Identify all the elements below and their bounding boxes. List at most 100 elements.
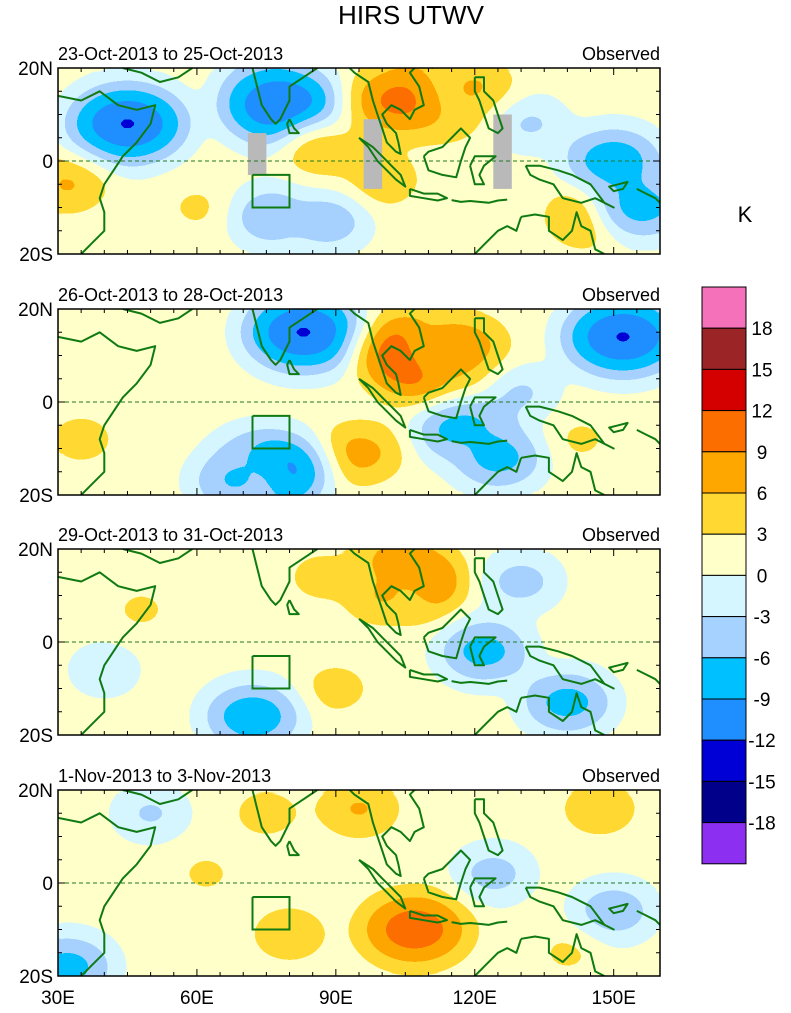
coastline [608,180,629,193]
coastlines [58,68,660,254]
coastline [58,90,157,254]
longitude-label: 150E [592,988,636,1009]
coastline [358,377,407,429]
map-panel: 29-Oct-2013 to 31-Oct-2013 Observed 20N 0 20… [18,525,661,747]
coastline [224,68,318,125]
coastline [422,127,472,179]
coastline [451,439,508,445]
anomaly-field [58,549,660,735]
anomaly-core [255,805,278,821]
coastline [636,910,660,926]
coastline [122,790,193,805]
coastline [422,368,472,420]
anomaly-core [519,116,541,131]
coastline [286,359,300,376]
anomaly-core [140,806,161,821]
longitude-label: 60E [180,988,214,1009]
coastline [520,452,605,495]
anomaly-core [587,800,612,817]
coastline [520,211,605,254]
colorbar-swatch [701,657,747,700]
anomaly-core [285,320,322,345]
coastline [520,933,605,976]
anomaly-core [345,444,373,463]
coastline [422,849,472,901]
colorbar-tick-label: 6 [757,484,768,505]
coastline [224,309,318,366]
coastline [474,216,523,254]
panel-period-label: 23-Oct-2013 to 25-Oct-2013 [58,44,283,64]
colorbar-swatches [701,286,747,865]
colorbar-swatch [701,368,747,412]
latitude-label: 0 [42,633,53,654]
colorbar-tick-label: 9 [757,443,768,464]
coastlines [58,790,660,976]
colorbar-tick-label: -12 [748,731,775,752]
colorbar-swatch [701,286,747,329]
coastline [469,636,497,667]
coastline [224,549,318,606]
colorbar-tick-label: -15 [748,772,775,793]
colorbar-swatch [701,492,747,535]
anomaly-core [221,472,247,490]
coastline [469,396,497,427]
region-box [251,414,291,450]
anomaly-core [109,112,146,136]
coastline [122,68,193,83]
colorbar-swatch [701,698,747,741]
longitude-axis-labels: 30E 60E 90E 120E 150E [41,988,636,1009]
panel-period-label: 1-Nov-2013 to 3-Nov-2013 [58,766,271,786]
colorbar-tick-label: 18 [751,319,772,340]
coastline [286,599,300,616]
coastline [524,405,615,450]
anomaly-core [69,431,93,447]
colorbar-swatch [701,327,747,370]
longitude-label: 120E [453,988,497,1009]
coastline [224,790,318,847]
coastlines [58,309,660,495]
anomaly-core [510,385,532,400]
colorbar-swatch [701,616,747,659]
coastline [474,457,523,495]
colorbar-swatch [701,780,747,824]
latitude-label: 20N [18,59,53,80]
panel-observed-label: Observed [582,285,660,305]
region-box [251,655,291,690]
coastline [122,309,193,324]
anomaly-core [309,143,334,160]
anomaly-core [470,642,498,661]
anomaly-core [446,336,476,356]
coastline [335,790,434,877]
map-panel: 26-Oct-2013 to 28-Oct-2013 Observed 20N 0 20… [18,285,661,507]
panel-observed-label: Observed [582,525,660,545]
colorbar-tick-label: 12 [751,402,772,423]
latitude-label: 20N [18,781,53,802]
latitude-label: 20S [19,726,53,747]
longitude-label: 30E [41,988,75,1009]
coastline [608,902,629,915]
map-panel: 23-Oct-2013 to 25-Oct-2013 Observed 20N 0 20… [18,44,661,266]
coastline [636,188,660,204]
coastline [408,428,448,443]
anomaly-core [58,957,81,976]
panel-observed-label: Observed [582,766,660,786]
figure-title: HIRS UTWV [338,0,485,30]
colorbar-swatch [701,410,747,453]
anomaly-core [509,574,533,589]
coastline [520,692,605,735]
colorbar-tick-label: 0 [757,566,768,587]
anomaly-core [310,569,334,585]
anomaly-core [58,175,81,193]
coastline [58,812,157,976]
colorbar-tick-label: -3 [754,608,771,629]
anomaly-core [131,602,152,617]
colorbar-tick-label: 3 [757,525,768,546]
anomaly-core [346,800,372,818]
colorbar-tick-label: 15 [751,360,772,381]
coastline [473,76,504,135]
coastline [524,645,615,690]
anomaly-core [195,866,217,881]
colorbar-tick-label: -18 [748,814,775,835]
colorbar-swatch [701,739,747,782]
